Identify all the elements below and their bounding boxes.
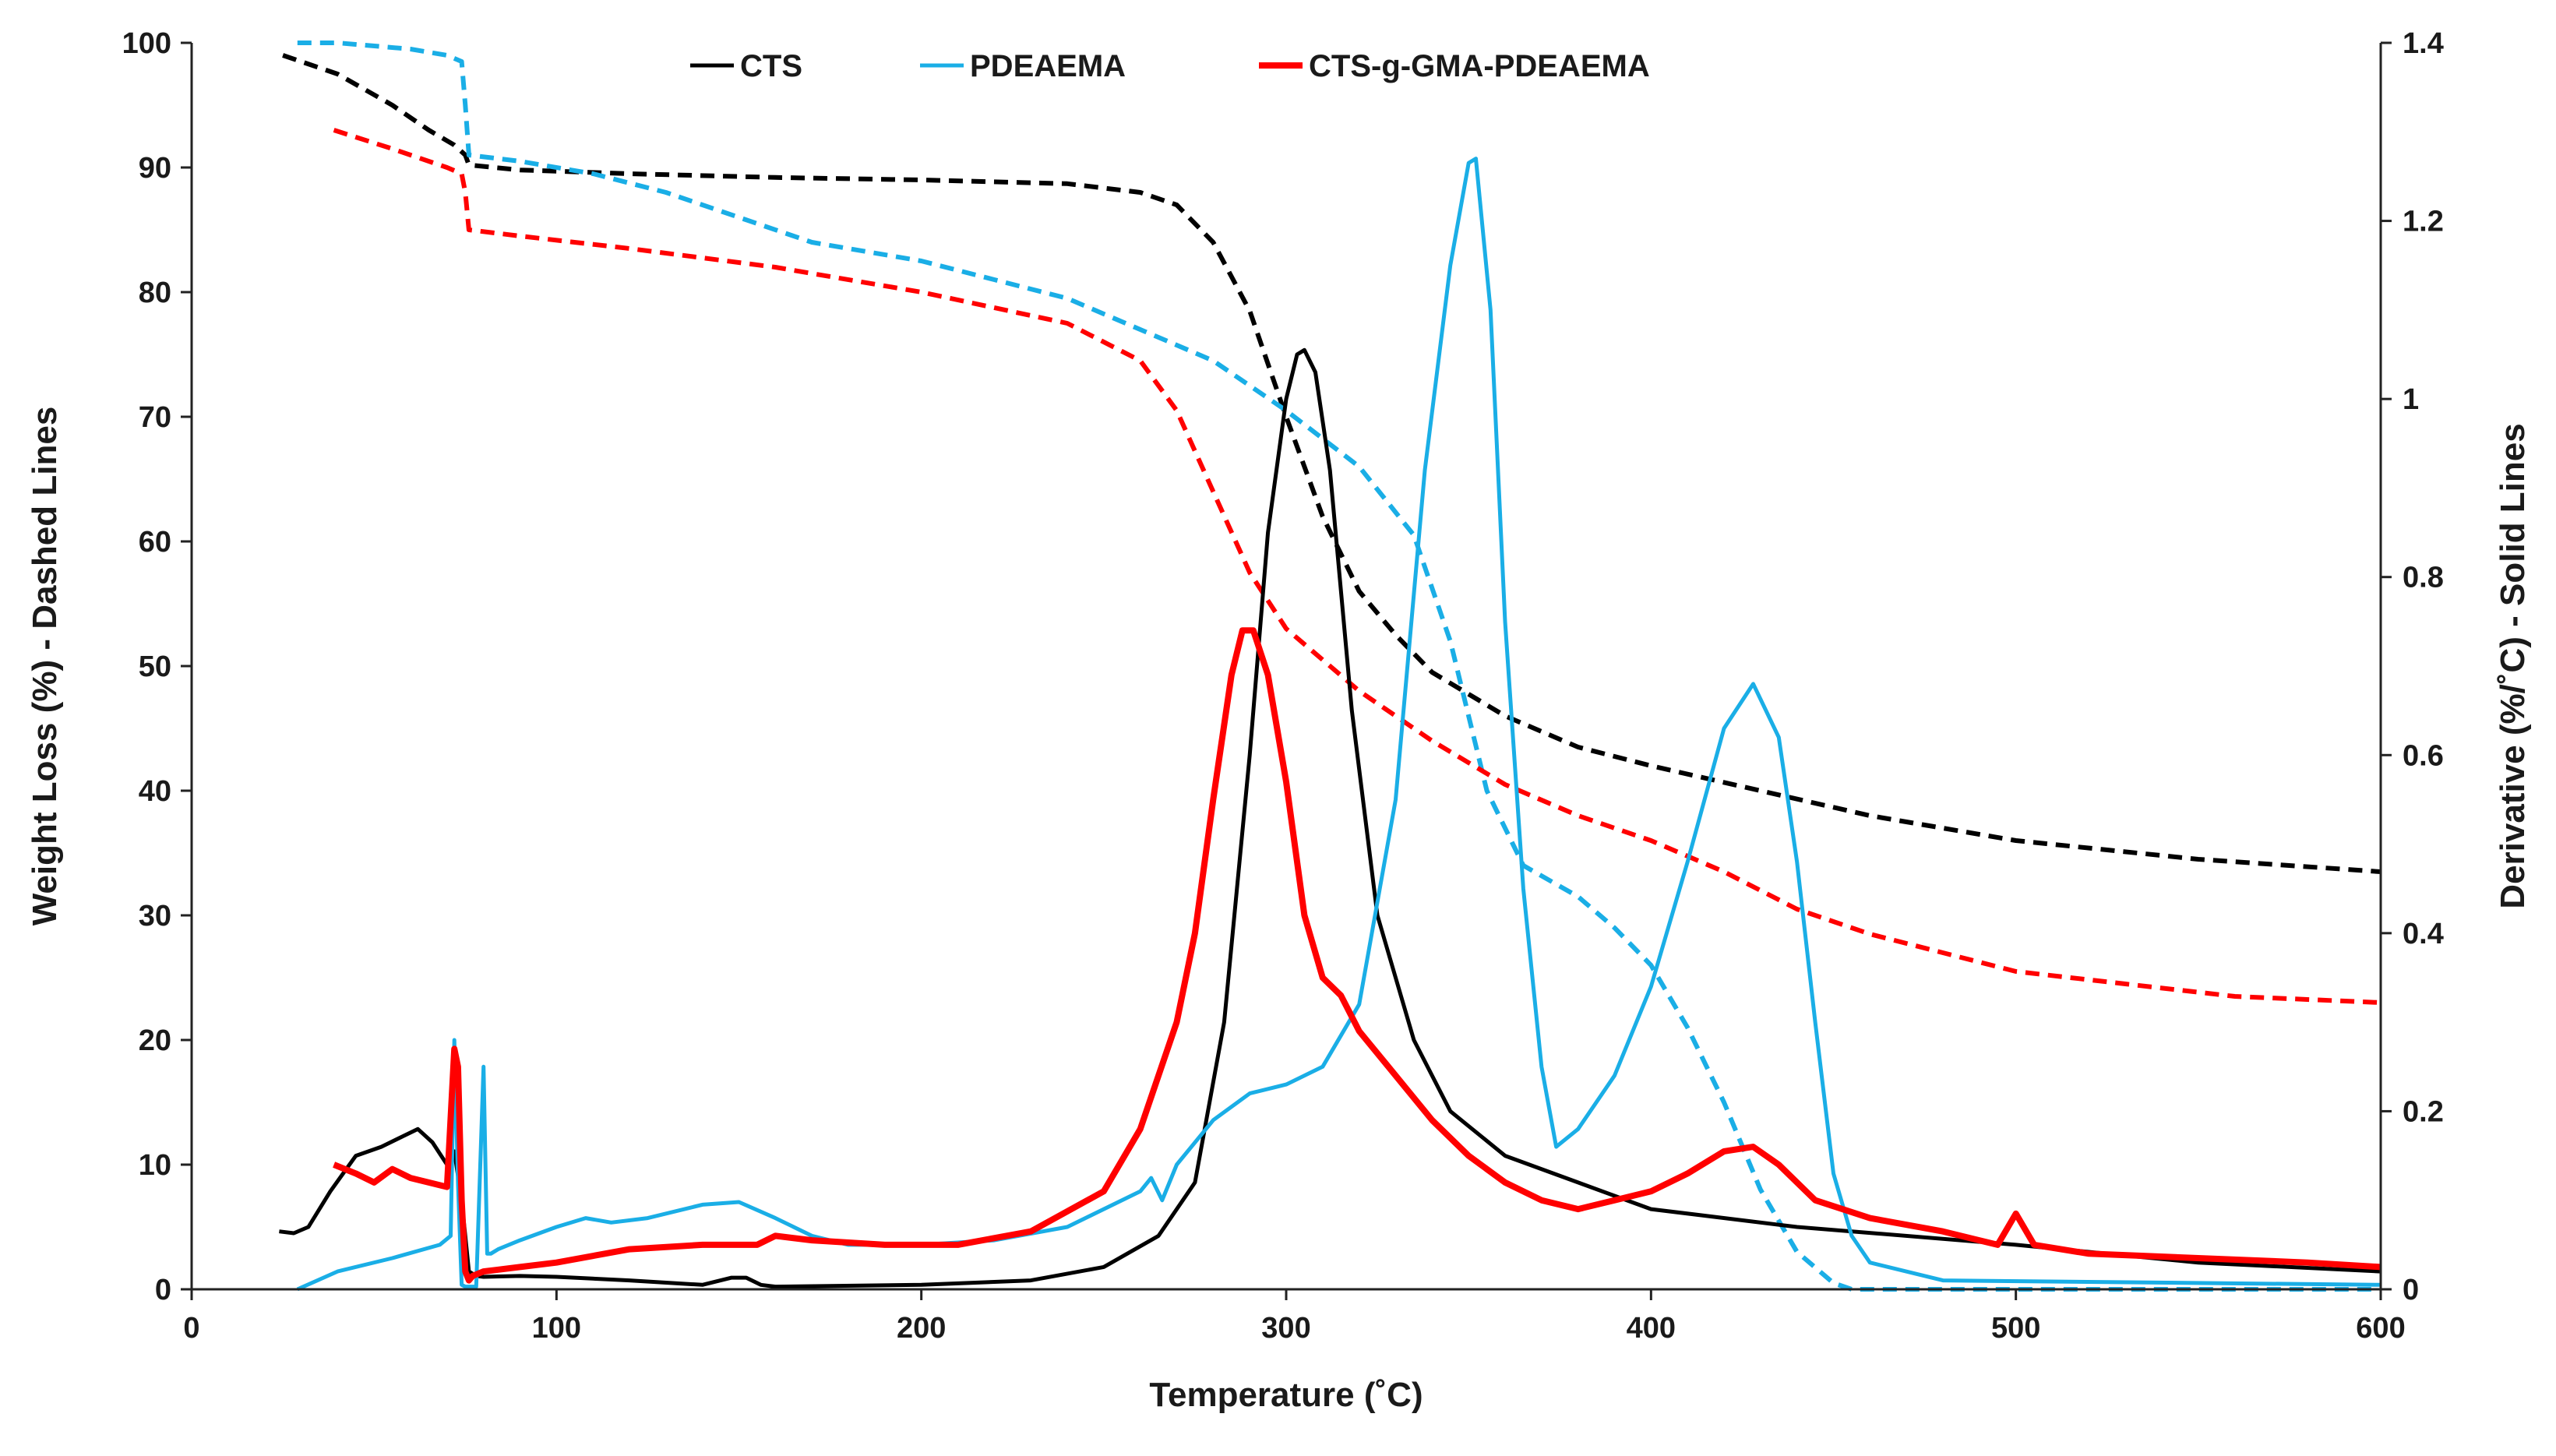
legend-label-cts-g-gma-pdeaema: CTS-g-GMA-PDEAEMA xyxy=(1309,49,1650,83)
y-right-tick-label: 0.8 xyxy=(2403,562,2444,594)
y-right-tick-label: 0.4 xyxy=(2403,918,2444,950)
y-right-tick-label: 0 xyxy=(2403,1274,2419,1306)
y-left-axis-title: Weight Loss (%) - Dashed Lines xyxy=(26,407,64,926)
ticks-layer: 0 100 200 300 400 500 600010203040506070809010… xyxy=(122,27,2444,1345)
series-cts-derivative xyxy=(279,347,2381,1289)
y-left-tick-label: 80 xyxy=(139,277,171,309)
x-tick-label: 500 xyxy=(1991,1312,2040,1345)
series-cts-weight_loss xyxy=(282,53,2381,874)
legend-label-pdeaema: PDEAEMA xyxy=(970,49,1126,83)
y-right-tick-label: 1.2 xyxy=(2403,206,2444,238)
y-left-tick-label: 50 xyxy=(139,650,171,683)
y-right-tick-label: 1.4 xyxy=(2403,27,2444,60)
y-right-axis-title: Derivative (%/˚C) - Solid Lines xyxy=(2494,423,2532,908)
series-pdeaema-derivative xyxy=(296,157,2381,1292)
y-left-tick-label: 30 xyxy=(139,900,171,932)
x-tick-label: 400 xyxy=(1627,1312,1676,1345)
y-right-tick-label: 1 xyxy=(2403,383,2419,416)
y-left-tick-label: 10 xyxy=(139,1149,171,1182)
y-left-tick-label: 20 xyxy=(139,1024,171,1057)
y-left-tick-label: 40 xyxy=(139,775,171,808)
x-tick-label: 100 xyxy=(532,1312,581,1345)
y-left-tick-label: 90 xyxy=(139,152,171,185)
y-left-tick-label: 0 xyxy=(155,1274,171,1306)
legend: CTS PDEAEMA CTS-g-GMA-PDEAEMA xyxy=(690,49,1650,83)
series-layer xyxy=(279,41,2381,1292)
x-tick-label: 600 xyxy=(2356,1312,2405,1345)
y-left-tick-label: 60 xyxy=(139,526,171,559)
series-cts-g-gma-pdeaema-derivative xyxy=(333,627,2381,1284)
x-tick-label: 0 xyxy=(183,1312,199,1345)
y-right-tick-label: 0.6 xyxy=(2403,739,2444,772)
x-tick-label: 200 xyxy=(897,1312,946,1345)
x-axis-title: Temperature (˚C) xyxy=(1149,1376,1423,1414)
x-tick-label: 300 xyxy=(1261,1312,1310,1345)
y-left-tick-label: 100 xyxy=(122,27,171,60)
series-cts-g-gma-pdeaema-weight_loss xyxy=(333,128,2381,1005)
y-left-tick-label: 70 xyxy=(139,401,171,434)
y-right-tick-label: 0.2 xyxy=(2403,1095,2444,1128)
legend-label-cts: CTS xyxy=(740,49,802,83)
